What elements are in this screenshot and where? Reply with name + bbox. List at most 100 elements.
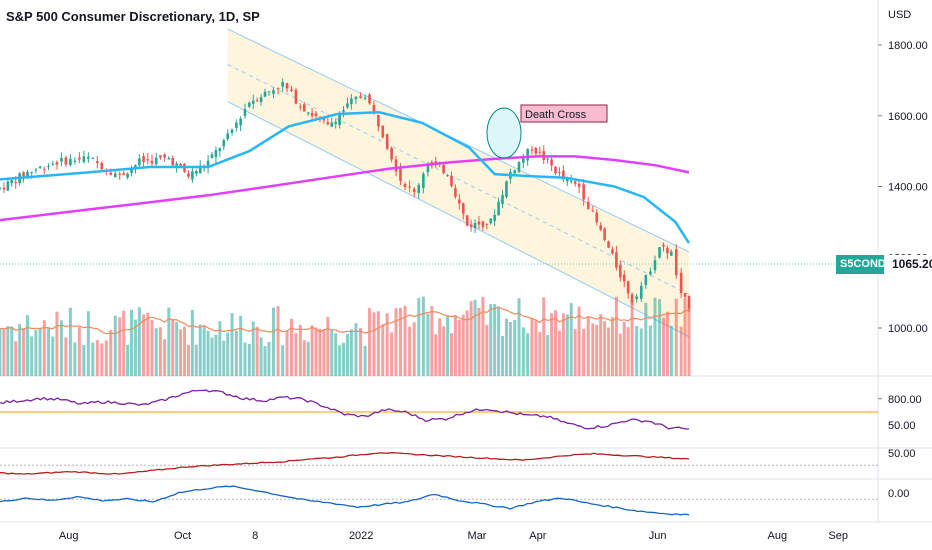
candle-body (338, 114, 341, 125)
candle-body (142, 156, 145, 162)
y-tick-label: 1600.00 (888, 111, 928, 123)
volume-bar (453, 315, 457, 376)
candle-body (662, 244, 665, 247)
candle-body (534, 147, 538, 154)
candle-body (446, 175, 449, 177)
volume-bar (95, 340, 99, 376)
volume-bar (565, 314, 569, 376)
candle-body (422, 173, 425, 189)
volume-bar (64, 337, 68, 376)
volume-bar (51, 336, 55, 376)
volume-bar (534, 319, 538, 376)
candle-body (294, 89, 298, 104)
volume-bar (91, 342, 95, 376)
x-tick-label: Aug (59, 530, 79, 542)
candle-body (674, 249, 678, 276)
candle-body (43, 169, 46, 171)
volume-bar (577, 306, 581, 376)
candle-body (501, 195, 504, 204)
candle-body (469, 224, 473, 228)
candle-body (517, 161, 521, 172)
candle-body (290, 89, 293, 92)
candle-body (218, 148, 222, 152)
volume-bar (426, 313, 430, 376)
candle-body (550, 159, 553, 166)
volume-bar (457, 319, 461, 376)
volume-bar (226, 332, 230, 376)
candlesticks (0, 78, 691, 312)
volume-bar (126, 344, 130, 376)
volume-bar (342, 342, 346, 376)
candle-body (615, 252, 618, 268)
volume-bar (618, 333, 622, 376)
candle-body (47, 166, 50, 168)
candle-body (322, 118, 326, 121)
candle-body (403, 184, 407, 188)
candle-body (22, 172, 25, 177)
volume-bar (504, 318, 508, 376)
volume-bar (614, 296, 618, 376)
candle-body (154, 157, 158, 165)
candle-body (683, 293, 687, 297)
candle-body (330, 122, 334, 127)
candle-body (586, 201, 590, 210)
volume-bar (77, 327, 81, 376)
volume-bar (683, 298, 687, 376)
candle-body (450, 176, 453, 187)
price-axis[interactable]: 1800.001600.001400.001200.001000.00800.0… (878, 40, 928, 406)
volume-ma-line (0, 306, 690, 335)
candle-body (385, 134, 389, 149)
price-tag-symbol: S5COND (836, 255, 886, 274)
candle-body (118, 173, 122, 175)
candle-body (96, 161, 99, 163)
candle-body (263, 91, 267, 97)
candle-body (505, 181, 508, 197)
price-tag-value: 1065.20 (884, 255, 932, 274)
candle-body (562, 170, 565, 180)
volume-bar (442, 326, 446, 376)
volume-bar (314, 327, 318, 376)
candle-body (285, 83, 289, 89)
volume-bar (259, 337, 263, 376)
candle-body (334, 121, 337, 124)
candle-body (489, 218, 493, 224)
volume-bar (318, 328, 322, 376)
volume-bar (251, 321, 255, 376)
volume-bar (146, 312, 150, 376)
candle-body (6, 181, 10, 191)
candle-body (73, 160, 77, 162)
time-axis[interactable]: Aug Oct 8 2022 Mar Apr Jun Aug Sep (59, 530, 848, 542)
candle-body (248, 102, 251, 107)
volume-bar (408, 326, 412, 376)
volume-bar (55, 311, 59, 376)
volume-bar (194, 344, 198, 376)
volume-bar (142, 314, 146, 376)
candle-body (134, 165, 137, 168)
candle-body (159, 155, 162, 158)
candle-body (465, 215, 469, 226)
candle-body (38, 166, 42, 168)
candle-body (530, 149, 534, 151)
candle-body (175, 163, 178, 168)
volume-bar (290, 318, 294, 376)
candle-body (381, 125, 385, 138)
volume-bar (202, 326, 206, 376)
volume-bar (481, 296, 485, 376)
candle-body (591, 210, 595, 212)
candle-body (399, 168, 402, 181)
candle-body (243, 109, 247, 116)
death-cross-label-box[interactable] (520, 104, 608, 123)
candle-body (314, 113, 318, 116)
volume-bar (363, 345, 367, 376)
volume-bar (603, 321, 607, 376)
death-cross-circle[interactable] (486, 107, 522, 159)
candle-body (138, 158, 141, 166)
volume-bar (376, 311, 380, 376)
candle-body (458, 199, 461, 204)
candle-body (109, 172, 113, 175)
candle-body (267, 91, 271, 93)
candle-body (281, 81, 284, 87)
volume-bar (381, 324, 385, 376)
volume-bar (679, 326, 683, 376)
